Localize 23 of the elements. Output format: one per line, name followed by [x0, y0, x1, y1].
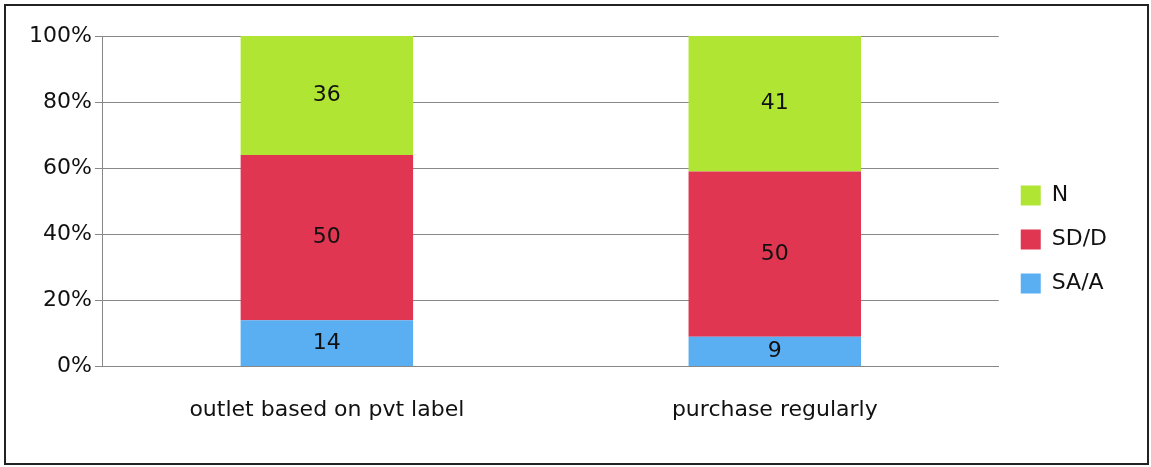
data-label: 41: [760, 89, 789, 115]
x-tick-label: outlet based on pvt label: [189, 395, 465, 421]
data-label: 14: [312, 328, 341, 354]
data-label: 50: [312, 223, 341, 249]
bar: [240, 320, 414, 367]
bar: [688, 171, 862, 337]
legend-label: SD/D: [1051, 225, 1108, 251]
y-tick-label: 20%: [42, 286, 92, 312]
y-tick-label: 40%: [42, 220, 92, 246]
data-label: 9: [767, 337, 782, 363]
y-tick-label: 0%: [56, 352, 92, 378]
x-tick-label: purchase regularly: [671, 395, 878, 421]
data-label: 36: [312, 81, 341, 107]
bar: [688, 336, 862, 367]
y-tick-label: 100%: [28, 21, 92, 47]
data-label: 50: [760, 239, 789, 265]
bar: [240, 36, 414, 156]
legend-label: SA/A: [1051, 269, 1104, 295]
bar: [240, 155, 414, 321]
bar: [688, 36, 862, 172]
y-tick-label: 80%: [42, 87, 92, 113]
y-tick-label: 60%: [42, 153, 92, 179]
legend-label: N: [1051, 181, 1069, 207]
